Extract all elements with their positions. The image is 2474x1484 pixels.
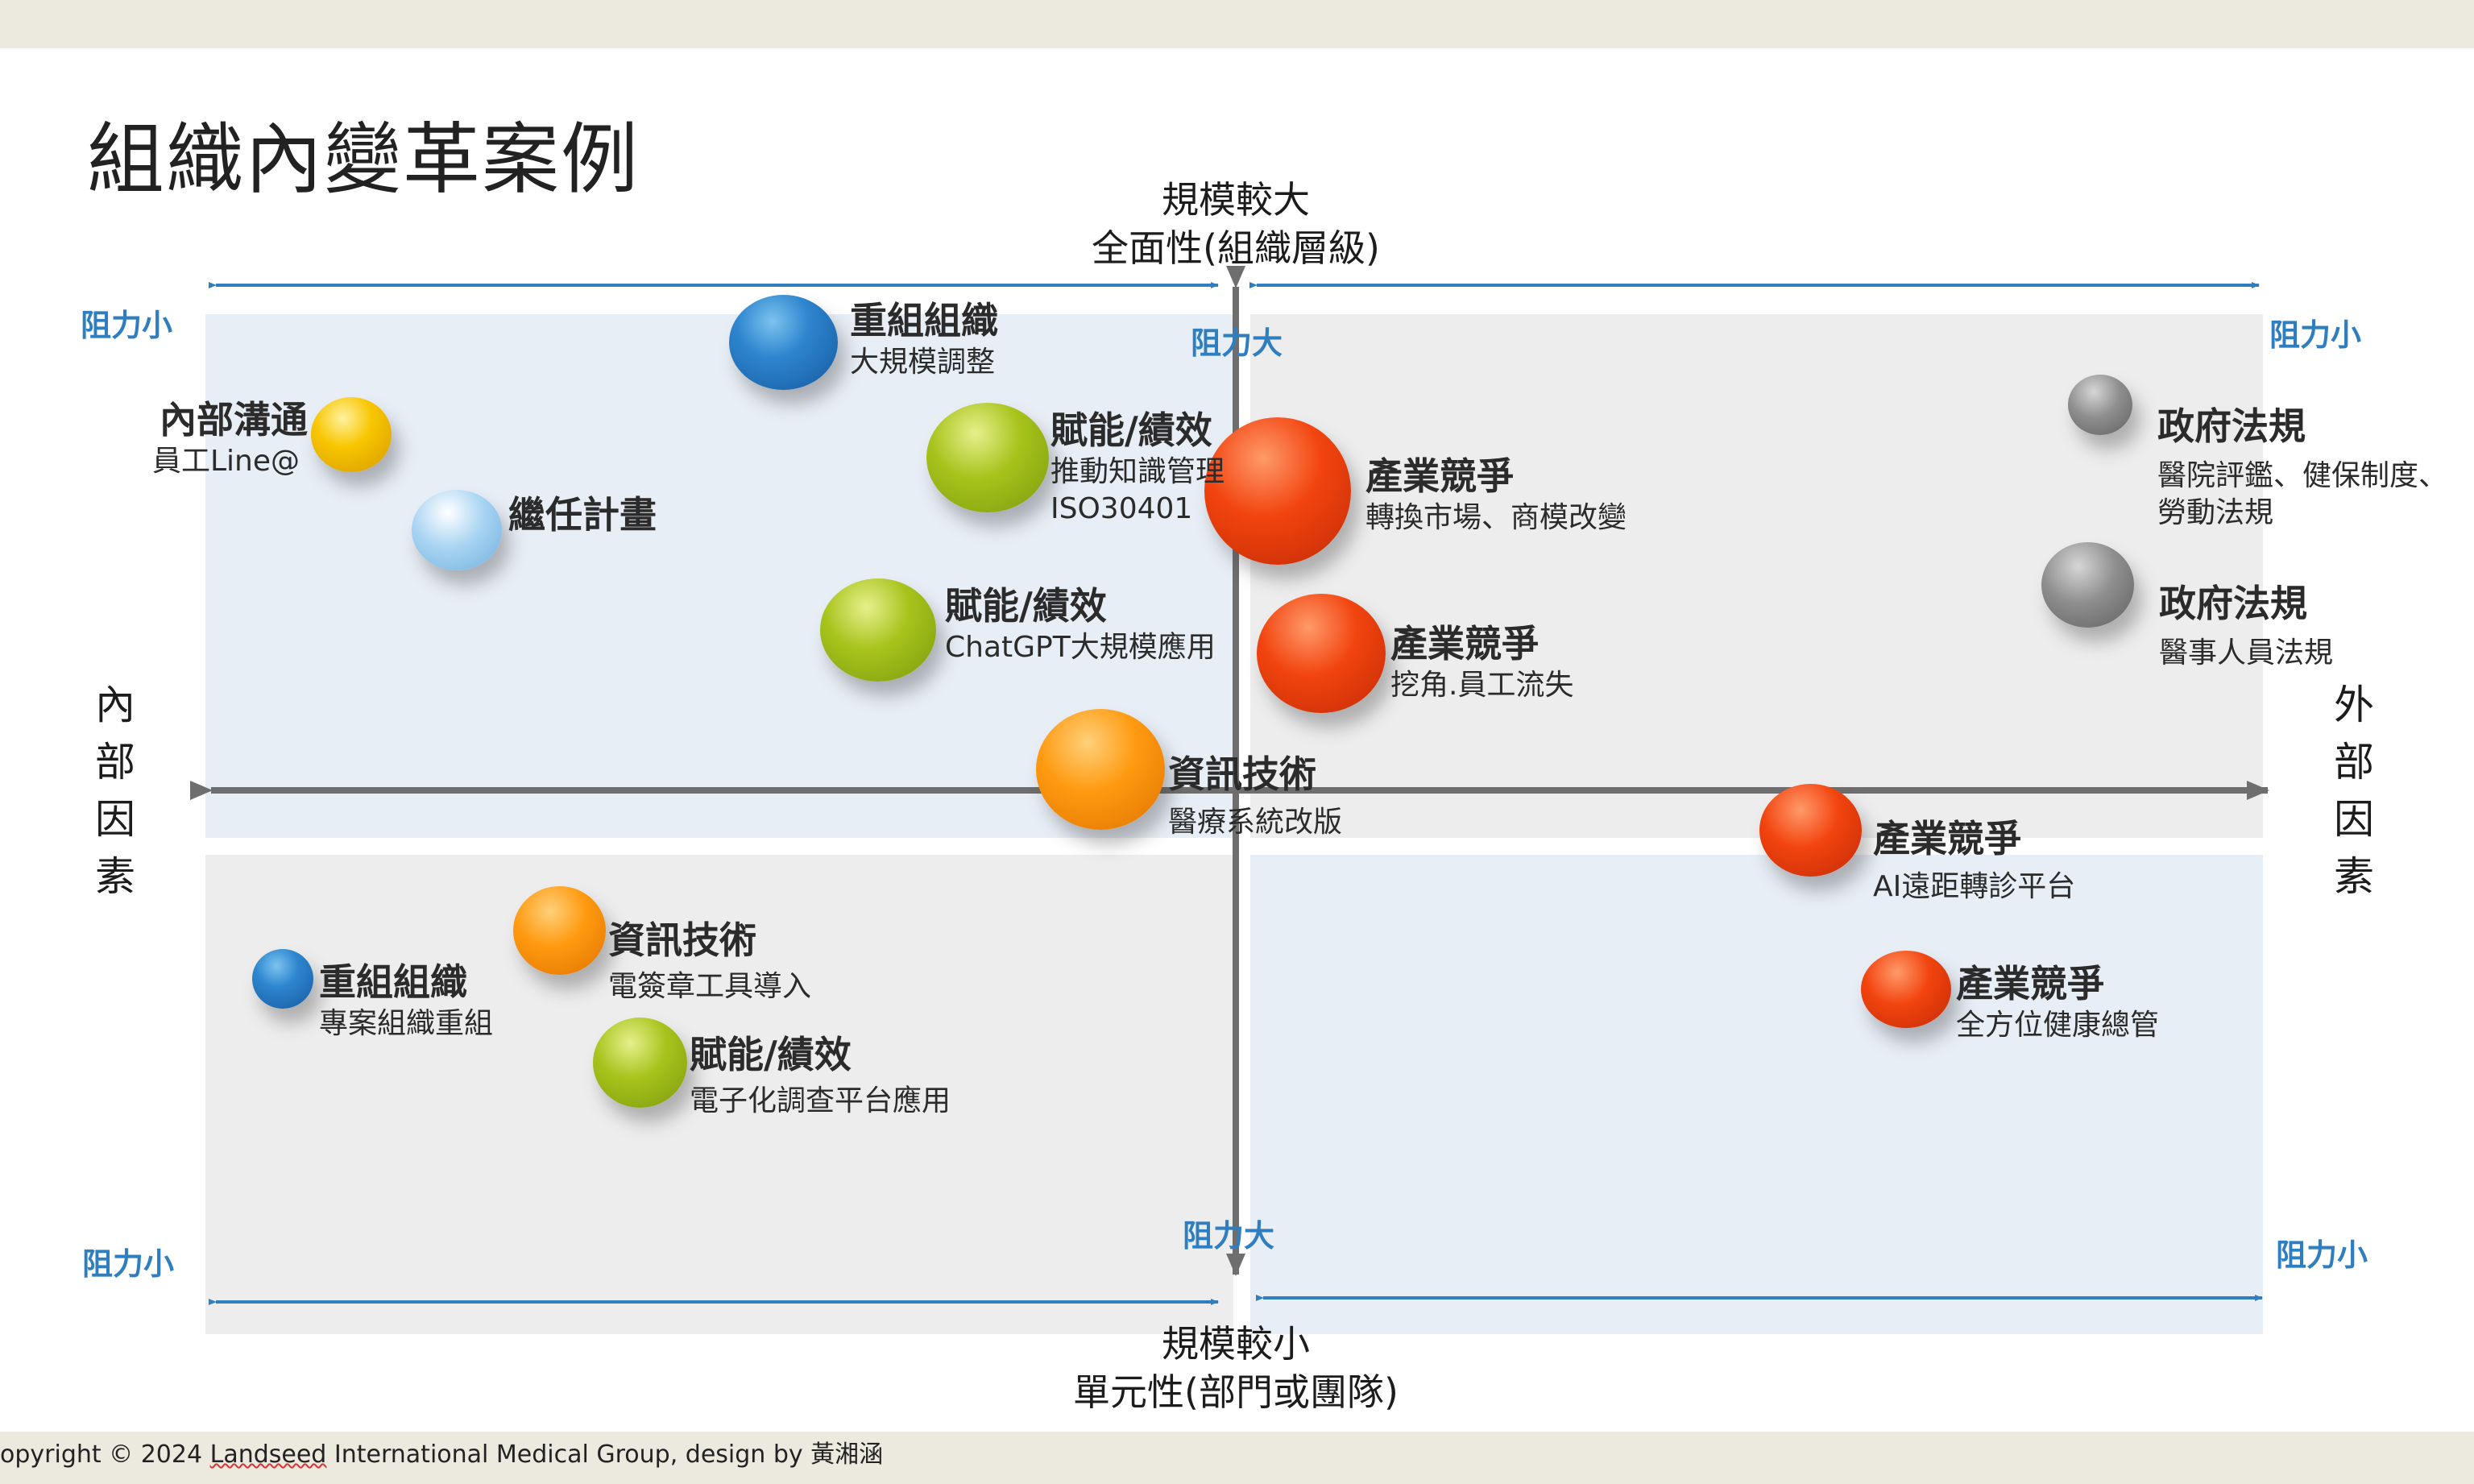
item-title: 資訊技術	[1168, 752, 1316, 796]
item-subtitle: 醫院評鑑、健保制度、	[2157, 459, 2448, 492]
item-subtitle: 電子化調查平台應用	[690, 1084, 951, 1117]
bubble-enablement-km	[926, 403, 1049, 512]
axis-bottom-line1: 規模較小	[1162, 1322, 1310, 1366]
item-reorg-large: 重組組織 大規模調整	[850, 297, 998, 381]
bubble-competition-market	[1204, 417, 1351, 565]
bubble-competition-health	[1861, 951, 1951, 1028]
item-it-system-upgrade: 資訊技術 醫療系統改版	[1168, 751, 1342, 841]
item-succession-plan: 繼任計畫	[508, 491, 657, 538]
axis-top-line1: 規模較大	[1162, 178, 1310, 222]
item-subtitle-2: ISO30401	[1051, 492, 1193, 525]
axis-top-label: 規模較大 全面性(組織層級)	[1075, 176, 1397, 272]
bubble-succession-plan	[412, 490, 502, 570]
item-regulation-medical: 政府法規 醫事人員法規	[2159, 580, 2333, 672]
page-title: 組織內變革案例	[87, 114, 640, 205]
bubble-enablement-chatgpt	[820, 578, 936, 682]
item-title: 政府法規	[2159, 582, 2307, 625]
bubble-reorg-project	[252, 949, 313, 1009]
bubble-enablement-survey	[593, 1018, 687, 1108]
resistance-bottom-right: 阻力小	[2276, 1237, 2368, 1273]
item-enablement-survey: 賦能/績效 電子化調查平台應用	[690, 1031, 951, 1120]
bubble-reorg-large	[729, 295, 838, 390]
item-title: 賦能/績效	[690, 1033, 852, 1076]
bubble-regulation-hospital	[2068, 375, 2132, 435]
axis-right-char: 外	[2334, 682, 2374, 728]
item-title: 賦能/績效	[945, 584, 1107, 628]
item-reorg-project: 重組組織 專案組織重組	[319, 959, 493, 1043]
axis-right-char: 部	[2334, 739, 2374, 786]
bubble-competition-poaching	[1257, 594, 1386, 713]
item-it-esignature: 資訊技術 電簽章工具導入	[608, 917, 811, 1005]
item-title: 產業競爭	[1390, 622, 1539, 665]
item-internal-comm: 內部溝通 員工Line@	[129, 396, 308, 480]
slide: 組織內變革案例 規模較大 全面性(組織層級) 規模較小 單元性(部門或團隊) 內	[0, 48, 2474, 1469]
resistance-top-right: 阻力小	[2269, 317, 2362, 353]
item-subtitle: 員工Line@	[151, 445, 300, 478]
axis-bottom-label: 規模較小 單元性(部門或團隊)	[1034, 1320, 1437, 1416]
bubble-it-esignature	[513, 886, 606, 975]
copyright-post: International Medical Group, design by 黃…	[326, 1440, 884, 1469]
item-subtitle: AI遠距轉診平台	[1873, 870, 2076, 903]
item-competition-health: 產業競爭 全方位健康總管	[1956, 960, 2159, 1044]
axis-left-char: 素	[95, 853, 135, 900]
item-title: 產業競爭	[1956, 962, 2104, 1005]
axis-left-label: 內 部 因 素	[87, 677, 143, 906]
bubble-regulation-medical	[2041, 542, 2134, 628]
item-title: 產業競爭	[1873, 817, 2021, 860]
item-title: 資訊技術	[608, 918, 756, 962]
axis-right-char: 因	[2334, 796, 2374, 843]
resistance-top-left: 阻力小	[81, 308, 173, 343]
item-subtitle: 轉換市場、商模改變	[1365, 501, 1627, 534]
item-subtitle: 電簽章工具導入	[608, 970, 812, 1003]
resistance-bottom-center: 阻力大	[1183, 1218, 1275, 1254]
quadrant-bottom-right	[1250, 855, 2263, 1334]
item-subtitle-2: 勞動法規	[2157, 496, 2274, 529]
axis-left-char: 內	[95, 682, 135, 728]
bubble-competition-ai-referral	[1759, 784, 1862, 877]
item-subtitle: 專案組織重組	[319, 1007, 494, 1040]
item-title: 內部溝通	[160, 398, 308, 441]
axis-left-char: 部	[95, 739, 135, 786]
item-competition-market: 產業競爭 轉換市場、商模改變	[1365, 453, 1627, 537]
item-title: 賦能/績效	[1051, 408, 1212, 452]
item-subtitle: 醫事人員法規	[2159, 636, 2334, 669]
item-subtitle: ChatGPT大規模應用	[945, 631, 1216, 664]
axis-bottom-line2: 單元性(部門或團隊)	[1073, 1370, 1399, 1414]
item-title: 重組組織	[319, 960, 467, 1004]
axis-right-label: 外 部 因 素	[2326, 677, 2382, 906]
item-title: 產業競爭	[1365, 454, 1514, 498]
bubble-it-system-upgrade	[1036, 709, 1165, 830]
copyright-pre: opyright © 2024	[0, 1440, 210, 1469]
copyright-company: Landseed	[209, 1440, 327, 1469]
item-enablement-km: 賦能/績效 推動知識管理 ISO30401	[1051, 407, 1225, 528]
resistance-top-center: 阻力大	[1191, 325, 1283, 361]
bubble-internal-comm	[311, 397, 392, 472]
item-subtitle: 大規模調整	[850, 346, 996, 379]
resistance-bottom-left: 阻力小	[82, 1246, 175, 1282]
item-title: 重組組織	[850, 299, 998, 342]
item-competition-ai-referral: 產業競爭 AI遠距轉診平台	[1873, 815, 2075, 906]
axis-top-line2: 全面性(組織層級)	[1092, 226, 1380, 270]
item-enablement-chatgpt: 賦能/績效 ChatGPT大規模應用	[945, 582, 1216, 666]
copyright-notice: opyright © 2024 Landseed International M…	[0, 1434, 883, 1469]
item-subtitle: 推動知識管理	[1051, 455, 1225, 488]
item-competition-poaching: 產業競爭 挖角.員工流失	[1390, 620, 1573, 704]
quadrant-bottom-left	[205, 855, 1233, 1334]
item-subtitle: 全方位健康總管	[1956, 1009, 2160, 1042]
axis-right-char: 素	[2334, 853, 2374, 900]
item-regulation-hospital: 政府法規 醫院評鑑、健保制度、 勞動法規	[2157, 403, 2447, 532]
item-title: 政府法規	[2157, 404, 2306, 448]
axis-left-char: 因	[95, 796, 135, 843]
item-subtitle: 挖角.員工流失	[1390, 669, 1574, 702]
item-subtitle: 醫療系統改版	[1168, 806, 1343, 839]
item-title: 繼任計畫	[508, 493, 657, 537]
